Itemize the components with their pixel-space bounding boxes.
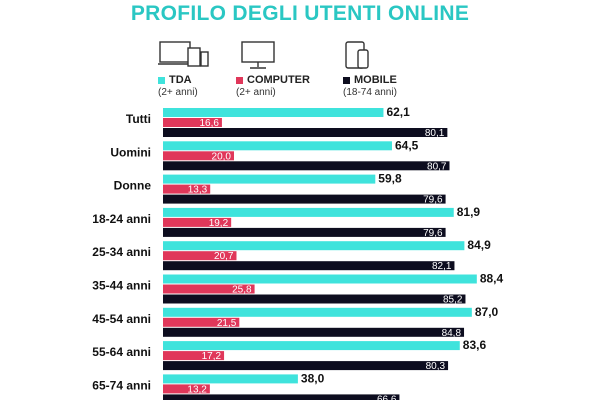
bar-computer (163, 284, 255, 294)
bar-computer (163, 317, 240, 327)
data-label-tda: 64,5 (395, 138, 419, 152)
data-label-computer: 25,8 (232, 285, 252, 296)
data-label-mobile: 82,1 (432, 261, 452, 272)
bar-tda (163, 241, 465, 251)
bar-mobile (163, 194, 446, 204)
bar-tda (163, 207, 454, 217)
data-label-tda: 62,1 (386, 105, 410, 119)
data-label-tda: 83,6 (463, 338, 487, 352)
multi-device-icon (158, 41, 209, 67)
legend-swatch-mobile (343, 76, 350, 84)
category-label: 65-74 anni (92, 378, 151, 392)
data-label-computer: 21,5 (217, 318, 237, 329)
category-label: 35-44 anni (92, 279, 151, 293)
category-label: 18-24 anni (92, 212, 151, 226)
data-label-mobile: 79,6 (423, 195, 443, 206)
bar-computer (163, 217, 232, 227)
bar-computer (163, 151, 234, 161)
data-label-mobile: 80,7 (427, 161, 447, 172)
bar-mobile (163, 361, 449, 371)
data-label-computer: 19,2 (209, 218, 229, 229)
legend-swatch-tda (158, 76, 165, 84)
data-label-tda: 88,4 (480, 272, 504, 286)
data-label-mobile: 84,8 (442, 328, 462, 339)
data-label-tda: 81,9 (457, 205, 481, 219)
bar-tda (163, 274, 477, 284)
bar-mobile (163, 394, 400, 400)
bar-mobile (163, 161, 450, 171)
bar-computer (163, 351, 225, 361)
data-label-computer: 17,2 (202, 351, 222, 362)
legend-item-tda: TDA (2+ anni) (158, 40, 288, 98)
bar-mobile (163, 327, 465, 337)
data-label-mobile: 85,2 (443, 295, 463, 306)
data-label-tda: 59,8 (378, 172, 402, 186)
category-label: 55-64 anni (92, 345, 151, 359)
bar-mobile (163, 261, 455, 271)
data-label-mobile: 80,1 (425, 128, 445, 139)
category-label: Donne (114, 179, 152, 193)
bar-computer (163, 251, 237, 261)
bar-computer (163, 118, 222, 127)
legend-swatch-computer (236, 76, 243, 84)
category-label: Tutti (126, 112, 151, 126)
data-label-mobile: 79,6 (423, 228, 443, 239)
data-label-tda: 87,0 (475, 305, 499, 319)
bar-tda (163, 307, 472, 317)
data-label-computer: 16,6 (199, 118, 219, 129)
bar-tda (163, 374, 298, 384)
legend-sub-mobile: (18-74 anni) (343, 87, 397, 98)
legend-item-mobile: MOBILE (18-74 anni) (343, 40, 473, 98)
bar-computer (163, 384, 210, 394)
data-label-tda: 84,9 (467, 238, 491, 252)
category-label: Uomini (110, 145, 151, 159)
data-label-computer: 20,0 (212, 151, 232, 162)
category-label: 45-54 anni (92, 312, 151, 326)
legend-label-mobile: MOBILE (354, 74, 397, 86)
bar-tda (163, 174, 376, 184)
bar-mobile (163, 227, 446, 237)
data-label-tda: 38,0 (301, 371, 325, 385)
bar-tda (163, 141, 392, 151)
legend-item-computer: COMPUTER (2+ anni) (236, 40, 366, 98)
legend-label-tda: TDA (169, 74, 192, 86)
legend-sub-tda: (2+ anni) (158, 87, 198, 98)
data-label-mobile: 80,3 (426, 361, 446, 372)
data-label-computer: 20,7 (214, 251, 234, 262)
legend-label-computer: COMPUTER (247, 74, 310, 86)
legend-sub-computer: (2+ anni) (236, 87, 276, 98)
bar-mobile (163, 128, 448, 137)
chart-title: PROFILO DEGLI UTENTI ONLINE (130, 2, 470, 25)
tablet-phone-icon (345, 41, 369, 69)
data-label-mobile: 66,6 (377, 394, 397, 400)
data-label-computer: 13,2 (187, 384, 207, 395)
bar-tda (163, 108, 384, 117)
data-label-computer: 13,3 (188, 185, 208, 196)
bar-computer (163, 184, 211, 194)
monitor-icon (241, 41, 275, 69)
category-label: 25-34 anni (92, 245, 151, 259)
bar-tda (163, 341, 460, 351)
bar-mobile (163, 294, 466, 304)
